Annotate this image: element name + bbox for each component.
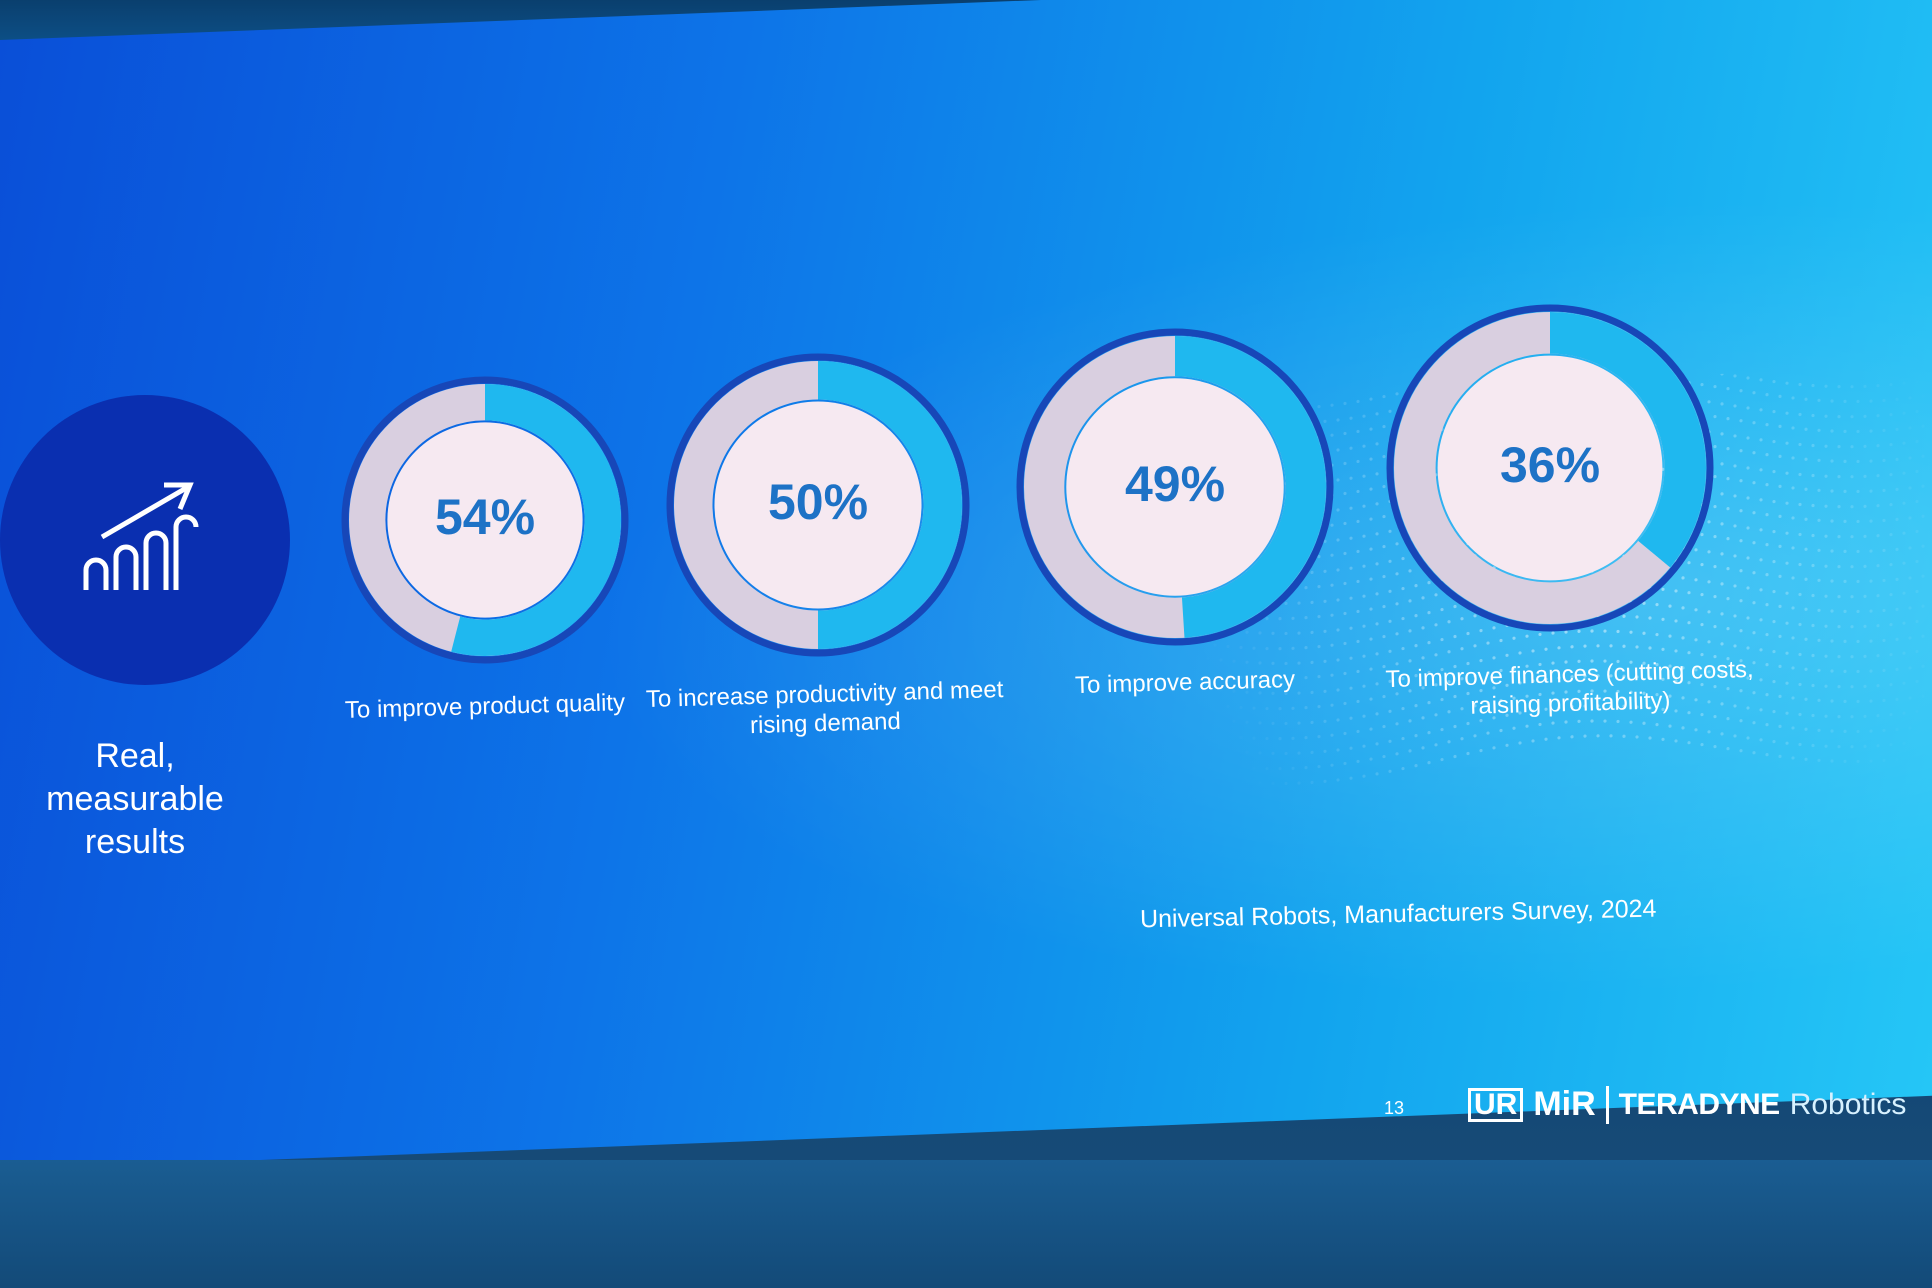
donut-center [1066,378,1284,596]
growth-chart-icon [83,482,199,590]
donut-center [387,422,583,618]
donut-border [1016,328,1334,646]
donut-value-arc [451,384,621,656]
donut-category-label: To improve finances (cutting costs, rais… [1385,655,1754,720]
footer-logo: UR MiR TERADYNE Robotics [1468,1085,1906,1124]
donut-chart [1016,328,1334,646]
donut-chart [666,353,970,657]
donut-center [1437,355,1663,581]
donut-chart [341,376,629,664]
robotics-logo-text: Robotics [1789,1087,1907,1121]
donut-value-arc [1549,312,1706,568]
teradyne-logo: TERADYNE [1618,1087,1781,1121]
donut-center [714,401,922,609]
donut-value-label: 49% [1124,456,1226,512]
logo-divider [1605,1085,1609,1124]
donut-value-label: 50% [767,474,869,530]
ur-logo: UR [1468,1087,1524,1122]
donut-chart [1386,304,1714,632]
donut-value-label: 54% [434,489,536,545]
donut-border [666,353,970,657]
mir-logo: MiR [1533,1085,1596,1123]
growth-chart-icon-badge [0,395,290,685]
tagline: Real, measurable results [46,737,224,861]
donut-value-arc [817,361,962,649]
donut-border [1386,304,1714,632]
donut-category-label: To improve accuracy [1074,665,1296,700]
donut-category-label: To increase productivity and meet rising… [645,676,1004,740]
donut-value-label: 36% [1499,437,1601,493]
donut-border [341,376,629,664]
donut-value-arc [1174,336,1326,638]
page-number: 13 [1384,1098,1405,1118]
background-bottom [0,1160,1932,1288]
